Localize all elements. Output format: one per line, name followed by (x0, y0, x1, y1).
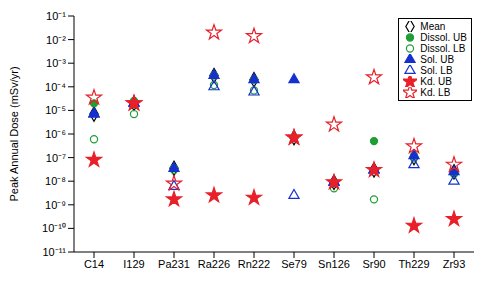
html-text:Sol. LB: Sol. LB (420, 65, 453, 76)
svg-text:10⁻⁵: 10⁻⁵ (45, 104, 66, 116)
svg-text:10⁻¹⁰: 10⁻¹⁰ (42, 222, 66, 234)
html-text:Kd. UB: Kd. UB (420, 76, 452, 87)
html-text:Mean: Mean (420, 21, 446, 32)
svg-text:10⁻¹¹: 10⁻¹¹ (42, 246, 66, 258)
svg-text:Ra226: Ra226 (198, 258, 230, 270)
svg-text:10⁻⁹: 10⁻⁹ (45, 199, 66, 211)
svg-text:Peak Annual Dose (mSv/yr): Peak Annual Dose (mSv/yr) (8, 66, 20, 201)
svg-text:Pa231: Pa231 (158, 258, 190, 270)
svg-text:C14: C14 (84, 258, 104, 270)
html-text:Kd. LB: Kd. LB (420, 87, 451, 98)
svg-text:10⁻¹: 10⁻¹ (46, 10, 66, 22)
svg-text:Zr93: Zr93 (443, 258, 466, 270)
html-text:Dissol. LB: Dissol. LB (420, 43, 466, 54)
svg-text:Se79: Se79 (281, 258, 307, 270)
svg-text:10⁻⁸: 10⁻⁸ (45, 175, 66, 187)
svg-text:Sr90: Sr90 (362, 258, 385, 270)
svg-text:10⁻³: 10⁻³ (46, 57, 66, 69)
svg-text:Sn126: Sn126 (318, 258, 350, 270)
svg-text:Rn222: Rn222 (238, 258, 270, 270)
svg-text:Th229: Th229 (398, 258, 429, 270)
svg-text:10⁻²: 10⁻² (46, 34, 66, 46)
svg-text:10⁻⁴: 10⁻⁴ (45, 81, 66, 93)
svg-text:I129: I129 (123, 258, 144, 270)
svg-text:10⁻⁷: 10⁻⁷ (46, 152, 66, 164)
svg-text:10⁻⁶: 10⁻⁶ (45, 128, 66, 140)
html-text:Sol. UB: Sol. UB (420, 54, 455, 65)
html-text:Dissol. UB: Dissol. UB (420, 32, 467, 43)
